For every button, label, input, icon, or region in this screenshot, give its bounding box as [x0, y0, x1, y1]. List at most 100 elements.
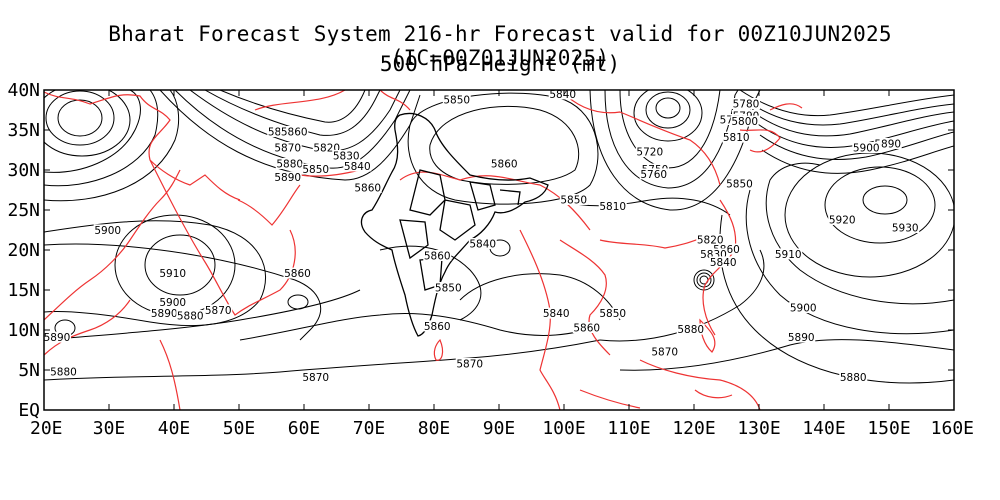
- contour-label: 5780: [733, 99, 760, 111]
- contour-label: 5810: [599, 201, 626, 213]
- y-tick-label: 15N: [7, 280, 40, 301]
- y-tick-label: 20N: [7, 240, 40, 261]
- contour-label: 5860: [491, 159, 518, 171]
- contour-label-bg: [572, 322, 601, 333]
- contour-labels: 5850586058705880589058205830584058505860…: [44, 89, 920, 384]
- contour-line: [749, 109, 954, 137]
- y-tick-label: 5N: [18, 360, 40, 381]
- x-tick-label: 150E: [867, 418, 910, 439]
- contour-label: 5840: [549, 89, 576, 101]
- contour-line: [765, 162, 954, 305]
- x-tick-label: 60E: [288, 418, 321, 439]
- y-tick-label: 10N: [7, 320, 40, 341]
- contour-label-bg: [455, 358, 484, 369]
- contour-label-bg: [722, 131, 751, 143]
- contour-label-bg: [283, 267, 312, 279]
- contour-label-bg: [280, 126, 309, 137]
- contour-label-bg: [150, 307, 179, 319]
- coastline: [159, 339, 181, 410]
- contour-line: [824, 166, 936, 244]
- contour-label-bg: [312, 142, 341, 153]
- contour-label-bg: [273, 171, 302, 183]
- contour-label-bg: [301, 371, 330, 383]
- contour-label-bg: [891, 222, 920, 233]
- y-tick-label: 30N: [7, 160, 40, 181]
- y-tick-label: 35N: [7, 120, 40, 141]
- contour-label-bg: [650, 346, 679, 357]
- coastline: [237, 184, 301, 226]
- contour-label: 5850: [435, 283, 462, 295]
- contour-label: 5840: [543, 308, 570, 320]
- coastline: [519, 229, 561, 410]
- contour-label: 5900: [94, 225, 121, 237]
- contour-line: [619, 339, 954, 371]
- contour-line: [862, 185, 908, 215]
- contour-label: 5910: [159, 268, 186, 280]
- contour-label-bg: [442, 94, 471, 105]
- contour-label: 5900: [853, 143, 880, 155]
- contour-line: [633, 90, 703, 142]
- coastline: [44, 169, 181, 321]
- contour-label: 5860: [424, 321, 451, 333]
- contour-label-bg: [176, 310, 205, 321]
- coastline: [559, 239, 611, 356]
- contour-label: 5860: [284, 268, 311, 280]
- contour-label: 5900: [790, 303, 817, 315]
- contour-label: 5860: [573, 323, 600, 335]
- contour-line: [144, 234, 216, 296]
- map-title: Bharat Forecast System 216-hr Forecast v…: [108, 22, 892, 70]
- contour-line: [239, 313, 601, 341]
- contour-label: 5930: [892, 223, 919, 235]
- contour-label: 5870: [651, 347, 678, 359]
- contour-line: [44, 90, 159, 187]
- contour-label-bg: [332, 150, 361, 161]
- y-tick-label: 40N: [7, 80, 40, 101]
- contour-label-bg: [699, 248, 728, 260]
- contour-label-bg: [730, 115, 759, 127]
- contour-label: 5850: [599, 308, 626, 320]
- contour-line: [719, 214, 954, 384]
- contour-label-bg: [423, 320, 452, 332]
- contour-label: 5870: [274, 143, 301, 155]
- x-tick-label: 140E: [802, 418, 845, 439]
- contour-label: 5890: [874, 139, 901, 151]
- x-tick-label: 30E: [93, 418, 126, 439]
- y-axis: EQ 5N 10N 15N 20N 25N 30N 35N 40N: [7, 80, 954, 421]
- contour-line: [459, 273, 621, 321]
- contour-line: [407, 92, 599, 205]
- india-boundaries: [360, 112, 549, 337]
- contour-line: [44, 90, 180, 202]
- contour-line: [45, 90, 115, 146]
- contour-label-bg: [696, 234, 725, 245]
- map-subtitle: 500 hPa Height (mt): [379, 52, 621, 76]
- contour-label: 5880: [177, 311, 204, 323]
- plot-frame: [43, 89, 955, 411]
- contour-label: 5880: [50, 367, 77, 379]
- contour-label-bg: [490, 158, 519, 169]
- x-tick-label: 70E: [353, 418, 386, 439]
- contour-line: [44, 243, 322, 341]
- contour-label: 5890: [274, 172, 301, 184]
- plot-area: 5850586058705880589058205830584058505860…: [44, 89, 954, 410]
- contour-label: 5890: [44, 332, 71, 344]
- contour-line: [604, 90, 739, 189]
- contour-label-bg: [423, 250, 452, 261]
- x-tick-label: 80E: [418, 418, 451, 439]
- contour-line: [619, 90, 721, 169]
- contour-label: 5860: [281, 127, 308, 139]
- contour-line: [44, 90, 131, 157]
- contour-label: 5860: [354, 183, 381, 195]
- contour-label: 5870: [302, 372, 329, 384]
- contour-label: 5840: [710, 257, 737, 269]
- contour-line: [745, 189, 954, 335]
- contour-label-bg: [639, 168, 668, 180]
- contour-line: [739, 90, 954, 117]
- x-tick-label: 40E: [158, 418, 191, 439]
- contour-label: 5870: [205, 305, 232, 317]
- y-tick-label: 25N: [7, 200, 40, 221]
- contour-line: [44, 289, 361, 341]
- contour-label-bg: [598, 200, 627, 212]
- y-tick-label: EQ: [18, 400, 40, 421]
- contour-label-bg: [548, 90, 577, 100]
